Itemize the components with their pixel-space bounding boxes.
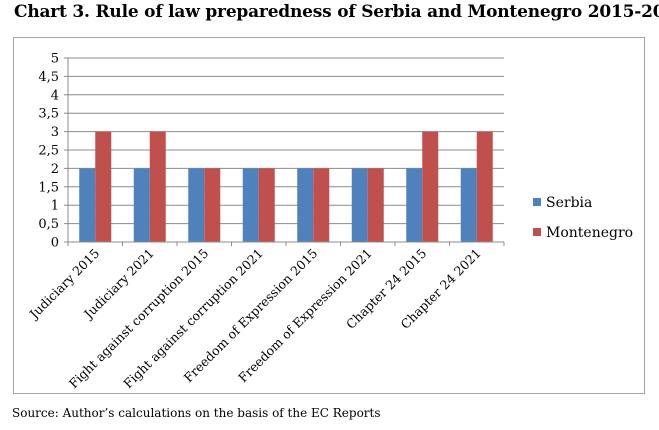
chart-title: Chart 3. Rule of law preparedness of Ser… — [14, 2, 659, 22]
y-tick-label: 2 — [51, 162, 59, 177]
y-tick-label: 3 — [51, 125, 59, 140]
y-tick-label: 0,5 — [38, 217, 59, 232]
y-tick-label: 2,5 — [38, 144, 59, 159]
legend-swatch-montenegro — [533, 228, 541, 236]
bar-montenegro — [149, 131, 166, 242]
bar-serbia — [188, 168, 205, 242]
chart-frame: 0 0,5 1 1,5 2 2,5 3 3,5 4 4,5 5 Judiciary 2015 Judi… — [13, 37, 645, 394]
legend-swatch-serbia — [533, 198, 541, 206]
bar-chart: 0 0,5 1 1,5 2 2,5 3 3,5 4 4,5 5 Judiciary 2015Judi… — [25, 52, 633, 392]
bar-montenegro — [476, 131, 493, 242]
bar-serbia — [406, 168, 423, 242]
y-tick-label: 1,5 — [38, 180, 59, 195]
bar-montenegro — [258, 168, 275, 242]
y-tick-label: 5 — [51, 52, 59, 67]
bar-montenegro — [95, 131, 112, 242]
legend-label-montenegro: Montenegro — [546, 225, 633, 241]
legend-label-serbia: Serbia — [546, 195, 592, 211]
bar-montenegro — [422, 131, 439, 242]
bar-serbia — [242, 168, 259, 242]
source-note: Source: Author’s calculations on the bas… — [12, 406, 381, 420]
bars — [79, 131, 493, 242]
gridlines — [68, 57, 504, 225]
bar-serbia — [460, 168, 477, 242]
bar-serbia — [351, 168, 368, 242]
bar-montenegro — [367, 168, 384, 242]
y-tick-label: 4 — [51, 88, 59, 103]
bar-serbia — [133, 168, 150, 242]
bar-montenegro — [313, 168, 330, 242]
y-axis-ticks: 0 0,5 1 1,5 2 2,5 3 3,5 4 4,5 5 — [38, 52, 68, 251]
legend: Serbia Montenegro — [533, 195, 633, 241]
bar-serbia — [79, 168, 96, 242]
y-tick-label: 4,5 — [38, 70, 59, 85]
bar-montenegro — [204, 168, 221, 242]
y-tick-label: 3,5 — [38, 107, 59, 122]
y-tick-label: 1 — [51, 199, 59, 214]
bar-serbia — [297, 168, 314, 242]
y-tick-label: 0 — [51, 236, 59, 251]
